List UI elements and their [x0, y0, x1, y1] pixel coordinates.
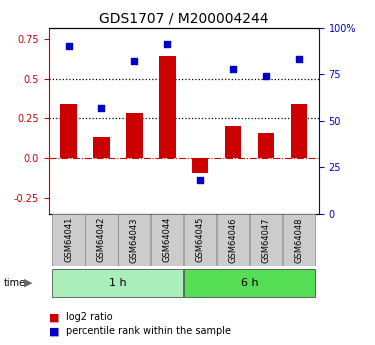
Text: percentile rank within the sample: percentile rank within the sample [66, 326, 231, 336]
Text: log2 ratio: log2 ratio [66, 313, 112, 322]
FancyBboxPatch shape [184, 269, 315, 297]
Point [131, 58, 137, 64]
FancyBboxPatch shape [53, 214, 85, 266]
FancyBboxPatch shape [184, 214, 216, 266]
Bar [225, 126, 242, 158]
Text: ▶: ▶ [24, 278, 33, 288]
Text: time: time [4, 278, 26, 288]
Point [164, 42, 170, 47]
Point [98, 105, 104, 110]
Text: 1 h: 1 h [109, 278, 127, 288]
Text: GSM64047: GSM64047 [262, 217, 271, 263]
Text: GSM64042: GSM64042 [97, 217, 106, 263]
Point [66, 43, 72, 49]
Text: 6 h: 6 h [241, 278, 258, 288]
Bar [192, 158, 208, 172]
Text: ■: ■ [49, 313, 59, 322]
Bar [258, 134, 274, 158]
Bar [60, 104, 77, 158]
Title: GDS1707 / M200004244: GDS1707 / M200004244 [99, 11, 268, 25]
Bar [159, 56, 176, 158]
Point [296, 57, 302, 62]
Point [263, 73, 269, 79]
Text: GSM64046: GSM64046 [229, 217, 238, 263]
Point [197, 178, 203, 183]
Text: GSM64048: GSM64048 [294, 217, 303, 263]
Text: GSM64045: GSM64045 [196, 217, 205, 263]
FancyBboxPatch shape [85, 214, 118, 266]
FancyBboxPatch shape [217, 214, 249, 266]
Point [230, 66, 236, 71]
FancyBboxPatch shape [118, 214, 150, 266]
Bar [291, 104, 307, 158]
Text: GSM64043: GSM64043 [130, 217, 139, 263]
Text: GSM64041: GSM64041 [64, 217, 73, 263]
FancyBboxPatch shape [283, 214, 315, 266]
Text: ■: ■ [49, 326, 59, 336]
FancyBboxPatch shape [53, 269, 183, 297]
Bar [126, 113, 142, 158]
Text: GSM64044: GSM64044 [163, 217, 172, 263]
Bar [93, 137, 110, 158]
FancyBboxPatch shape [250, 214, 282, 266]
FancyBboxPatch shape [151, 214, 183, 266]
